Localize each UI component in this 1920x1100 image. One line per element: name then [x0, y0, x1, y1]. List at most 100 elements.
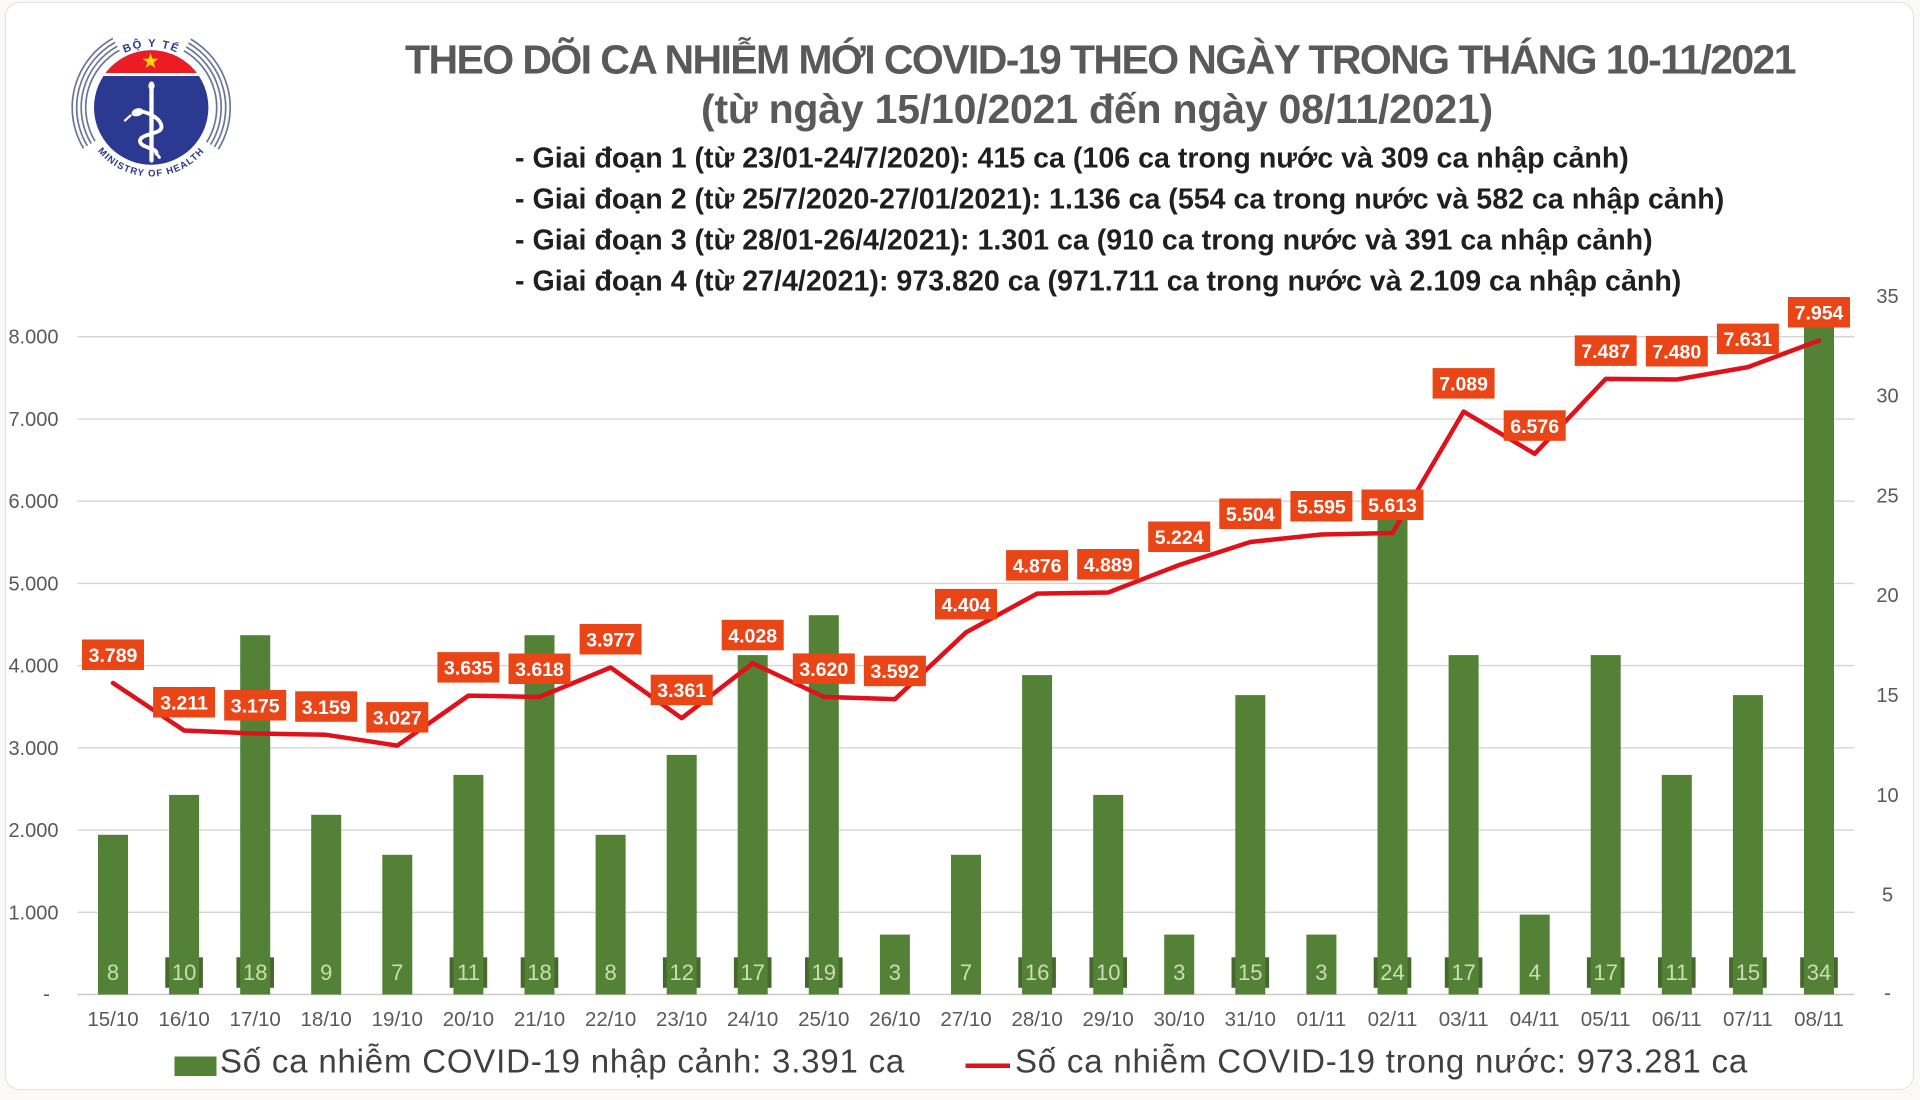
svg-text:7: 7 — [391, 960, 403, 985]
svg-text:5: 5 — [1882, 885, 1893, 907]
svg-text:4.876: 4.876 — [1013, 556, 1062, 578]
svg-text:5.224: 5.224 — [1155, 527, 1204, 549]
svg-text:11: 11 — [1665, 960, 1688, 985]
svg-text:19: 19 — [812, 960, 836, 985]
svg-text:3.977: 3.977 — [586, 630, 635, 652]
svg-text:5.000: 5.000 — [8, 573, 58, 595]
svg-text:22/10: 22/10 — [585, 1008, 636, 1031]
svg-text:11: 11 — [457, 960, 480, 985]
svg-text:-: - — [43, 983, 50, 1006]
svg-text:30: 30 — [1876, 386, 1898, 408]
svg-text:15: 15 — [1736, 960, 1760, 985]
svg-text:3.592: 3.592 — [870, 661, 919, 683]
svg-text:29/10: 29/10 — [1083, 1008, 1134, 1031]
svg-text:24/10: 24/10 — [727, 1008, 778, 1031]
svg-text:8.000: 8.000 — [8, 327, 58, 349]
svg-text:23/10: 23/10 — [656, 1008, 707, 1031]
svg-text:4.028: 4.028 — [728, 625, 777, 647]
svg-text:16/10: 16/10 — [158, 1008, 209, 1031]
svg-text:10: 10 — [1096, 960, 1120, 985]
svg-text:17/10: 17/10 — [230, 1008, 281, 1031]
svg-text:7.487: 7.487 — [1581, 341, 1630, 363]
svg-text:BỘ Y TẾ: BỘ Y TẾ — [121, 37, 181, 55]
svg-text:15: 15 — [1876, 685, 1898, 707]
svg-text:3.211: 3.211 — [160, 693, 208, 715]
svg-text:25: 25 — [1876, 485, 1898, 507]
svg-text:- Giai đoạn 3 (từ 28/01-26/4/2: - Giai đoạn 3 (từ 28/01-26/4/2021): 1.30… — [515, 224, 1653, 256]
svg-text:24: 24 — [1380, 960, 1404, 985]
svg-text:3.620: 3.620 — [799, 659, 848, 681]
svg-text:31/10: 31/10 — [1225, 1008, 1276, 1031]
svg-text:5.595: 5.595 — [1297, 497, 1346, 519]
svg-text:8: 8 — [107, 960, 119, 985]
svg-text:03/11: 03/11 — [1439, 1008, 1489, 1031]
svg-text:25/10: 25/10 — [798, 1008, 849, 1031]
svg-text:4.889: 4.889 — [1084, 555, 1133, 577]
svg-text:15: 15 — [1238, 960, 1262, 985]
svg-text:Số ca nhiễm COVID-19 nhập cảnh: Số ca nhiễm COVID-19 nhập cảnh: 3.391 ca — [220, 1043, 905, 1080]
svg-text:27/10: 27/10 — [940, 1008, 991, 1031]
svg-text:01/11: 01/11 — [1297, 1008, 1347, 1031]
svg-text:4: 4 — [1529, 960, 1541, 985]
svg-text:6.576: 6.576 — [1510, 416, 1559, 438]
svg-text:3.175: 3.175 — [231, 696, 280, 718]
svg-text:5.613: 5.613 — [1368, 495, 1417, 517]
svg-text:- Giai đoạn 2 (từ 25/7/2020-27: - Giai đoạn 2 (từ 25/7/2020-27/01/2021):… — [515, 183, 1724, 215]
svg-text:20/10: 20/10 — [443, 1008, 494, 1031]
svg-text:Số ca nhiễm COVID-19 trong nướ: Số ca nhiễm COVID-19 trong nước: 973.281… — [1015, 1043, 1748, 1080]
svg-text:3.159: 3.159 — [302, 697, 351, 719]
svg-text:5.504: 5.504 — [1226, 504, 1275, 526]
svg-text:16: 16 — [1025, 960, 1049, 985]
svg-text:3: 3 — [1315, 960, 1327, 985]
svg-text:1.000: 1.000 — [8, 902, 58, 924]
svg-text:THEO DÕI CA NHIỄM MỚI COVID-19: THEO DÕI CA NHIỄM MỚI COVID-19 THEO NGÀY… — [405, 37, 1796, 83]
svg-text:3.000: 3.000 — [8, 738, 58, 760]
svg-text:2.000: 2.000 — [8, 820, 58, 842]
svg-text:12: 12 — [669, 960, 693, 985]
svg-text:34: 34 — [1807, 960, 1831, 985]
svg-text:3: 3 — [1173, 960, 1185, 985]
svg-text:04/11: 04/11 — [1510, 1008, 1560, 1031]
svg-text:7.480: 7.480 — [1652, 342, 1701, 364]
svg-text:4.000: 4.000 — [8, 656, 58, 678]
svg-text:3: 3 — [889, 960, 901, 985]
svg-text:7: 7 — [960, 960, 972, 985]
svg-text:05/11: 05/11 — [1581, 1008, 1631, 1031]
svg-text:3.635: 3.635 — [444, 658, 493, 680]
svg-text:7.631: 7.631 — [1723, 329, 1772, 351]
svg-text:21/10: 21/10 — [514, 1008, 565, 1031]
svg-text:18: 18 — [243, 960, 267, 985]
svg-text:3.361: 3.361 — [657, 680, 706, 702]
svg-text:6.000: 6.000 — [8, 491, 58, 513]
svg-text:8: 8 — [604, 960, 616, 985]
svg-text:18/10: 18/10 — [301, 1008, 352, 1031]
svg-text:17: 17 — [740, 960, 764, 985]
svg-text:3.618: 3.618 — [515, 659, 564, 681]
svg-text:17: 17 — [1593, 960, 1617, 985]
svg-text:7.954: 7.954 — [1795, 303, 1844, 325]
svg-text:17: 17 — [1451, 960, 1475, 985]
svg-text:10: 10 — [172, 960, 196, 985]
svg-text:4.404: 4.404 — [942, 594, 991, 616]
svg-text:- Giai đoạn 1 (từ 23/01-24/7/2: - Giai đoạn 1 (từ 23/01-24/7/2020): 415 … — [515, 142, 1629, 174]
svg-text:07/11: 07/11 — [1723, 1008, 1773, 1031]
svg-text:26/10: 26/10 — [869, 1008, 920, 1031]
svg-text:9: 9 — [320, 960, 332, 985]
svg-text:15/10: 15/10 — [87, 1008, 138, 1031]
svg-text:19/10: 19/10 — [372, 1008, 423, 1031]
svg-text:35: 35 — [1876, 286, 1898, 308]
svg-text:18: 18 — [527, 960, 551, 985]
svg-text:- Giai đoạn 4 (từ 27/4/2021):: - Giai đoạn 4 (từ 27/4/2021): 973.820 ca… — [515, 265, 1681, 297]
svg-text:(từ ngày 15/10/2021 đến ngày 0: (từ ngày 15/10/2021 đến ngày 08/11/2021) — [701, 86, 1493, 132]
svg-text:08/11: 08/11 — [1794, 1008, 1844, 1031]
svg-text:30/10: 30/10 — [1154, 1008, 1205, 1031]
svg-text:28/10: 28/10 — [1011, 1008, 1062, 1031]
svg-text:06/11: 06/11 — [1652, 1008, 1702, 1031]
svg-text:-: - — [1884, 982, 1891, 1005]
svg-text:02/11: 02/11 — [1368, 1008, 1418, 1031]
svg-text:3.027: 3.027 — [373, 708, 422, 730]
svg-text:7.000: 7.000 — [8, 409, 58, 431]
svg-text:10: 10 — [1876, 785, 1898, 807]
svg-text:3.789: 3.789 — [89, 645, 138, 667]
svg-text:20: 20 — [1876, 585, 1898, 607]
